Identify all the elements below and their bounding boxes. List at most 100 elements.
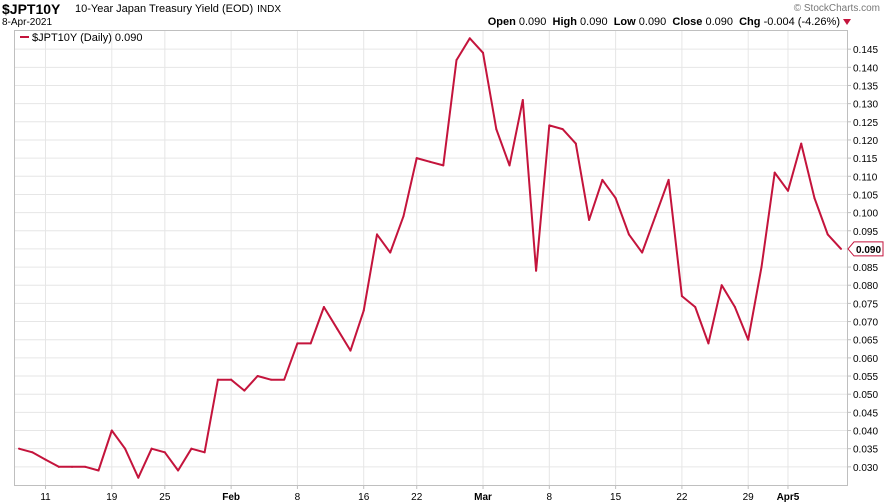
x-tick-label: 22 — [676, 492, 688, 503]
data-point — [641, 251, 644, 254]
high-label: High — [552, 16, 577, 28]
ohlc-readout: Open 0.090 High 0.090 Low 0.090 Close 0.… — [488, 16, 851, 28]
brand-label: © StockCharts.com — [793, 3, 880, 14]
data-point — [216, 378, 219, 381]
data-point — [813, 197, 816, 200]
data-point — [601, 178, 604, 181]
x-tick-label: 19 — [106, 492, 118, 503]
data-point — [177, 469, 180, 472]
data-point — [521, 99, 524, 102]
grid-lines — [15, 31, 847, 485]
data-point — [773, 171, 776, 174]
y-tick-label: 0.035 — [853, 445, 878, 456]
data-point — [826, 233, 829, 236]
data-point — [322, 306, 325, 309]
y-tick-label: 0.140 — [853, 63, 878, 74]
open-label: Open — [487, 16, 516, 28]
y-tick-label: 0.050 — [853, 390, 878, 401]
data-point — [654, 215, 657, 218]
data-point — [627, 233, 630, 236]
data-point — [694, 306, 697, 309]
data-point — [442, 164, 445, 167]
data-point — [720, 284, 723, 287]
y-tick-label: 0.125 — [853, 118, 878, 129]
data-point — [44, 458, 47, 461]
high-value: 0.090 — [580, 16, 608, 28]
x-tick-label: 16 — [358, 492, 370, 503]
y-tick-label: 0.055 — [853, 372, 878, 383]
y-tick-label: 0.030 — [853, 463, 878, 474]
data-point — [468, 37, 471, 40]
description-text: 10-Year Japan Treasury Yield (EOD) — [75, 3, 254, 15]
data-point — [230, 378, 233, 381]
data-point — [707, 342, 710, 345]
data-point — [574, 142, 577, 145]
data-point — [256, 375, 259, 378]
data-point — [786, 189, 789, 192]
exchange-label: INDX — [257, 4, 282, 15]
data-point — [800, 142, 803, 145]
chg-value: -0.004 (-4.26%) — [763, 16, 840, 28]
data-point — [535, 269, 538, 272]
close-value: 0.090 — [705, 16, 733, 28]
x-tick-label: 11 — [40, 492, 51, 503]
data-point — [97, 469, 100, 472]
data-point — [84, 465, 87, 468]
data-point — [349, 349, 352, 352]
data-point — [495, 128, 498, 131]
data-point — [667, 178, 670, 181]
x-tick-label: 8 — [295, 492, 301, 503]
y-tick-label: 0.105 — [853, 190, 878, 201]
y-tick-label: 0.070 — [853, 318, 878, 329]
low-value: 0.090 — [638, 16, 667, 28]
data-point — [57, 465, 60, 468]
data-point — [375, 233, 378, 236]
x-tick-label: 15 — [610, 492, 622, 503]
data-point — [680, 295, 683, 298]
data-point — [548, 124, 551, 127]
x-tick-label: Feb — [222, 492, 240, 503]
low-label: Low — [613, 16, 636, 28]
y-tick-label: 0.095 — [853, 227, 878, 238]
x-tick-label: 29 — [743, 492, 755, 503]
data-point — [588, 218, 591, 221]
chart-date: 8-Apr-2021 — [2, 17, 53, 28]
data-point — [269, 378, 272, 381]
data-point — [31, 451, 34, 454]
data-point — [296, 342, 299, 345]
y-tick-label: 0.065 — [853, 336, 878, 347]
last-value-marker: 0.090 — [847, 241, 884, 257]
y-tick-label: 0.120 — [853, 136, 878, 147]
data-point — [840, 247, 842, 250]
close-label: Close — [672, 16, 703, 28]
data-point — [760, 266, 763, 269]
legend: $JPT10Y (Daily) 0.090 — [20, 32, 142, 44]
data-point — [455, 59, 458, 62]
y-tick-label: 0.115 — [853, 154, 878, 165]
down-arrow-icon — [843, 19, 851, 26]
data-point — [110, 429, 113, 432]
data-point — [137, 476, 140, 479]
data-point — [561, 128, 564, 131]
data-point — [150, 447, 153, 450]
x-axis: 11 19 25 Feb 8 16 22 Mar 8 15 22 29 Apr5 — [40, 485, 800, 503]
data-point — [203, 451, 206, 454]
y-tick-label: 0.145 — [853, 45, 878, 56]
data-point — [243, 389, 246, 392]
data-point — [482, 51, 485, 54]
data-point — [163, 451, 166, 454]
y-tick-label: 0.100 — [853, 209, 878, 220]
chart-header: $JPT10Y 10-Year Japan Treasury Yield (EO… — [0, 0, 896, 30]
y-tick-label: 0.135 — [853, 81, 878, 92]
y-axis: 0.030 0.035 0.040 0.045 0.050 0.055 0.060 0.065… — [847, 45, 878, 474]
x-tick-label: 8 — [547, 492, 553, 503]
x-tick-label: Mar — [474, 492, 492, 503]
y-tick-label: 0.130 — [853, 100, 878, 111]
chg-label: Chg — [739, 16, 761, 28]
x-tick-label: Apr5 — [777, 492, 800, 503]
data-point — [614, 197, 617, 200]
data-point — [309, 342, 312, 345]
y-tick-label: 0.060 — [853, 354, 878, 365]
y-tick-label: 0.085 — [853, 263, 878, 274]
data-points — [18, 37, 842, 479]
